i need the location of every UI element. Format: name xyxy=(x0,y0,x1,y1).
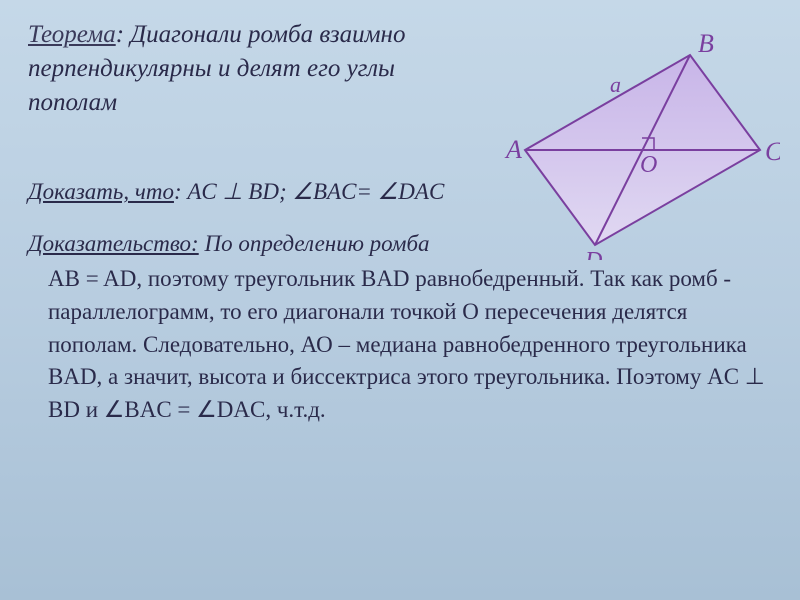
proof-intro: По определению ромба xyxy=(199,231,430,256)
theorem-text-1: : Диагонали ромба взаимно xyxy=(116,21,406,48)
proof-intro-block: Доказательство: По определению ромба xyxy=(28,231,772,257)
proof-label: Доказательство: xyxy=(28,231,199,256)
theorem-label: Теорема xyxy=(28,21,116,48)
proof-body: AB = AD, поэтому треугольник BAD равнобе… xyxy=(28,263,772,426)
theorem-text-2: перпендикулярны и делят его углы xyxy=(28,55,395,82)
theorem-text-3: пополам xyxy=(28,89,117,116)
prove-label: Доказать, что xyxy=(28,179,174,204)
prove-block: Доказать, что: AC ⊥ BD; ∠BAC= ∠DAC xyxy=(28,179,772,205)
prove-text: : AC ⊥ BD; ∠BAC= ∠DAC xyxy=(174,179,444,204)
slide-content: Теорема: Диагонали ромба взаимно перпенд… xyxy=(0,0,800,445)
theorem-block: Теорема: Диагонали ромба взаимно перпенд… xyxy=(28,18,772,119)
